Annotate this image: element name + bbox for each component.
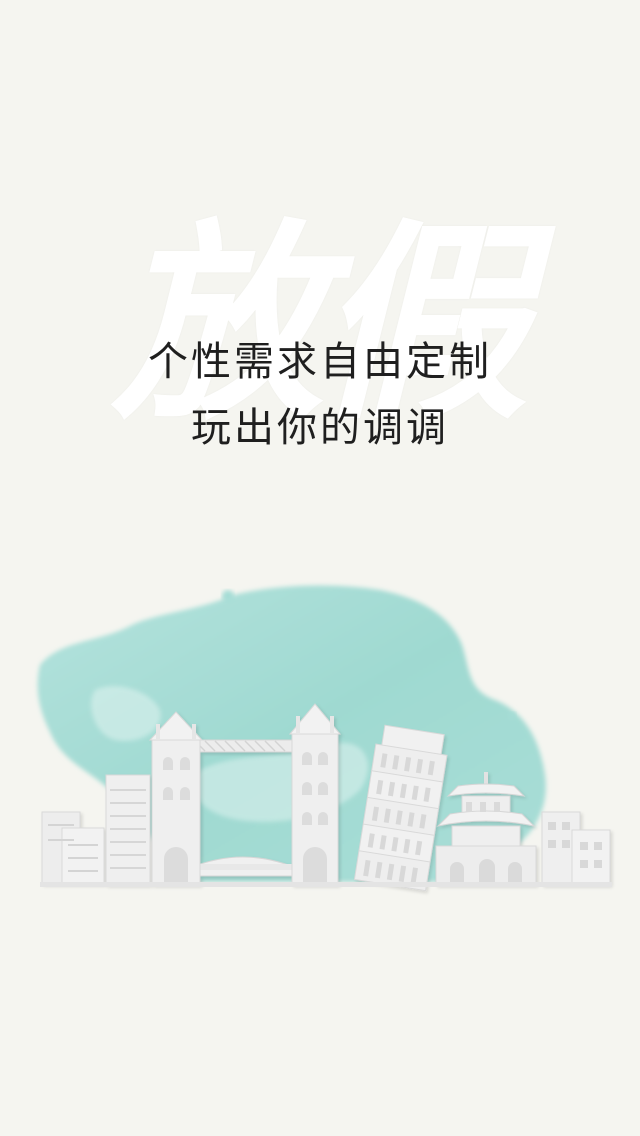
tagline-line-1: 个性需求自由定制 <box>148 339 492 385</box>
chinese-pavilion <box>435 772 537 886</box>
tagline-line-2: 玩出你的调调 <box>191 405 449 451</box>
leaning-tower <box>353 724 448 892</box>
ground-line <box>40 882 612 887</box>
tower-bridge <box>148 703 342 886</box>
right-buildings <box>541 811 611 886</box>
landmark-illustration <box>37 585 612 892</box>
left-buildings <box>41 811 105 885</box>
tall-building <box>105 774 151 886</box>
background-calligraphy: 放假 <box>112 199 528 448</box>
